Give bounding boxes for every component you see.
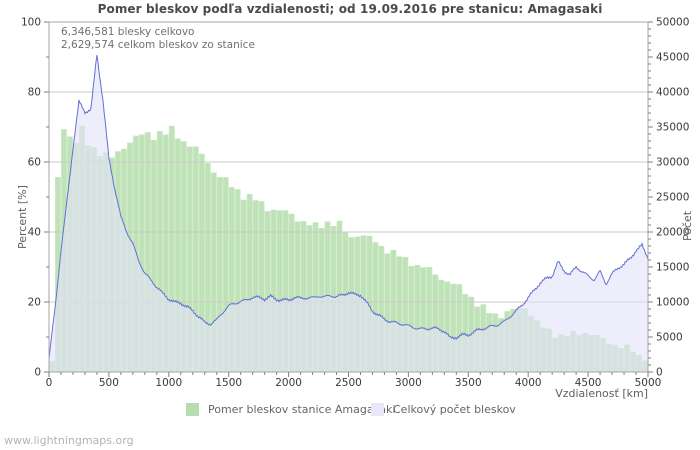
y-left-tick-label: 20 xyxy=(28,297,41,309)
percent-bar xyxy=(379,246,384,372)
x-tick-label: 0 xyxy=(46,377,53,389)
x-axis-label: Vzdialenosť [km] xyxy=(555,387,648,400)
y-right-tick-label: 10000 xyxy=(656,297,689,309)
y-right-tick-label: 50000 xyxy=(656,17,689,29)
y-left-tick-label: 80 xyxy=(28,87,41,99)
percent-bar xyxy=(229,187,235,372)
percent-bar xyxy=(271,209,277,372)
percent-bar xyxy=(438,279,444,372)
percent-bar xyxy=(403,256,408,372)
percent-bar xyxy=(139,134,145,372)
legend-label: Pomer bleskov stanice Amagasaki xyxy=(208,402,396,416)
legend-item-total-count: Celkový počet bleskov xyxy=(371,402,516,416)
legend-swatch-lavender xyxy=(371,402,384,416)
y-right-tick-label: 5000 xyxy=(656,332,683,344)
percent-bar xyxy=(205,163,211,372)
percent-bar xyxy=(391,250,396,372)
legend-swatch-green xyxy=(186,402,199,416)
percent-bar xyxy=(151,140,157,372)
y-left-tick-label: 100 xyxy=(21,17,41,29)
y-left-tick-label: 40 xyxy=(28,227,41,239)
percent-bar xyxy=(283,210,288,372)
percent-bar xyxy=(253,200,259,372)
x-tick-label: 4000 xyxy=(515,377,542,389)
legend: Pomer bleskov stanice Amagasaki Celkový … xyxy=(0,402,700,418)
annotation-station-flashes: 2,629,574 celkom bleskov zo stanice xyxy=(61,39,255,51)
percent-bar xyxy=(241,199,247,372)
annotation-total-flashes: 6,346,581 blesky celkovo xyxy=(61,26,195,38)
x-tick-label: 1000 xyxy=(155,377,182,389)
percent-bar xyxy=(462,294,468,372)
percent-bar xyxy=(193,146,199,372)
percent-bar xyxy=(367,236,372,372)
y-right-tick-label: 35000 xyxy=(656,122,689,134)
percent-bar xyxy=(414,264,420,372)
percent-bar xyxy=(223,177,229,372)
y-right-tick-label: 45000 xyxy=(656,52,689,64)
x-tick-label: 2500 xyxy=(335,377,362,389)
x-tick-label: 3000 xyxy=(395,377,422,389)
percent-bar xyxy=(450,283,456,372)
legend-item-station-ratio: Pomer bleskov stanice Amagasaki xyxy=(186,402,395,416)
percent-bar xyxy=(456,284,462,372)
percent-bar xyxy=(211,172,217,372)
percent-area-back xyxy=(49,125,648,373)
percent-bar xyxy=(175,138,181,372)
y-axis-right-label: Počet xyxy=(681,210,694,241)
count-area xyxy=(49,55,648,373)
x-tick-label: 4500 xyxy=(575,377,602,389)
y-right-tick-label: 0 xyxy=(656,367,663,379)
percent-bar xyxy=(289,213,294,372)
percent-bar xyxy=(385,253,390,372)
percent-bar xyxy=(235,189,241,372)
y-right-tick-label: 40000 xyxy=(656,87,689,99)
x-tick-label: 500 xyxy=(99,377,119,389)
percent-bar xyxy=(181,141,187,372)
y-right-tick-label: 20000 xyxy=(656,227,689,239)
x-tick-label: 3500 xyxy=(455,377,482,389)
y-axis-left-label: Percent [%] xyxy=(16,185,29,249)
percent-bar xyxy=(397,256,402,372)
annotation-block: 6,346,581 blesky celkovo 2,629,574 celko… xyxy=(61,26,255,52)
x-tick-label: 5000 xyxy=(635,377,662,389)
percent-bar xyxy=(301,221,306,372)
percent-bar xyxy=(187,146,193,372)
y-left-tick-label: 0 xyxy=(34,367,41,379)
percent-bar xyxy=(157,131,163,372)
y-right-tick-label: 30000 xyxy=(656,157,689,169)
percent-bar xyxy=(55,177,61,372)
percent-bar xyxy=(444,281,450,372)
watermark: www.lightningmaps.org xyxy=(4,434,134,447)
percent-bar xyxy=(420,267,426,372)
percent-bar xyxy=(259,201,265,372)
chart-title: Pomer bleskov podľa vzdialenosti; od 19.… xyxy=(97,2,603,16)
y-left-tick-label: 60 xyxy=(28,157,41,169)
percent-bar xyxy=(277,210,283,372)
percent-bar xyxy=(247,193,253,372)
percent-bar xyxy=(265,211,271,372)
percent-bar xyxy=(426,267,432,372)
percent-bar xyxy=(409,266,414,372)
percent-bar xyxy=(217,177,223,372)
count-line xyxy=(48,55,649,359)
legend-label: Celkový počet bleskov xyxy=(393,402,516,416)
percent-bar xyxy=(373,242,378,372)
percent-bar xyxy=(163,134,169,372)
y-right-tick-label: 25000 xyxy=(656,192,689,204)
percent-bar xyxy=(199,153,205,372)
x-tick-label: 1500 xyxy=(215,377,242,389)
percent-bar xyxy=(169,125,175,372)
percent-bar xyxy=(145,132,151,372)
x-tick-label: 2000 xyxy=(275,377,302,389)
percent-bar xyxy=(432,274,438,372)
y-right-tick-label: 15000 xyxy=(656,262,689,274)
